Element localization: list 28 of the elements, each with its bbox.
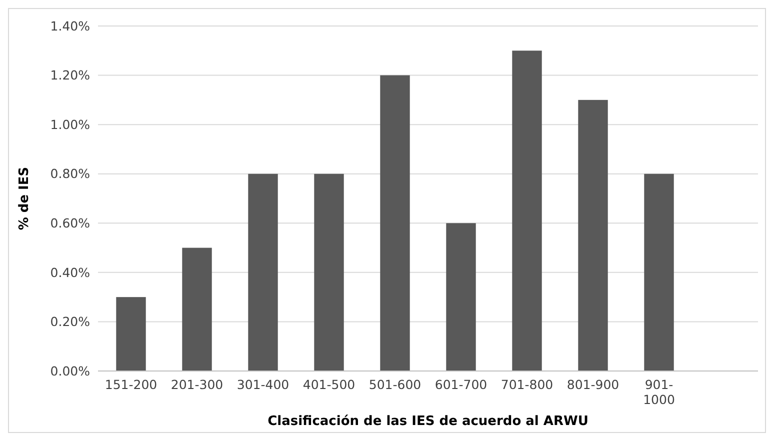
- x-tick-label: 901-1000: [643, 377, 675, 407]
- bar: [380, 75, 410, 371]
- x-tick-label: 601-700: [434, 377, 488, 392]
- y-tick-label: 0.40%: [50, 264, 90, 280]
- y-tick-label: 1.00%: [50, 116, 90, 132]
- bar: [248, 174, 278, 371]
- bar: [116, 297, 146, 371]
- y-tick-label: 0.80%: [50, 166, 90, 182]
- x-tick-label: 201-300: [170, 377, 224, 392]
- x-axis-title: Clasificación de las IES de acuerdo al ARWU: [268, 414, 588, 429]
- x-tick-label: 701-800: [500, 377, 554, 392]
- x-tick-label: 501-600: [368, 377, 422, 392]
- bar: [644, 174, 674, 371]
- x-tick-label: 801-900: [566, 377, 620, 392]
- bar: [314, 174, 344, 371]
- bar: [512, 50, 542, 371]
- y-tick-label: 1.40%: [50, 18, 90, 34]
- y-tick-label: 1.20%: [50, 68, 90, 83]
- y-tick-label: 0.00%: [50, 363, 90, 378]
- y-tick-label: 0.20%: [50, 314, 90, 330]
- y-axis-title: % de IES: [17, 166, 32, 230]
- x-tick-label: 301-400: [236, 377, 290, 392]
- bar: [182, 248, 212, 371]
- y-tick-label: 0.60%: [50, 216, 90, 231]
- bar: [578, 100, 608, 371]
- x-tick-label: 401-500: [302, 377, 356, 392]
- bar: [446, 223, 476, 371]
- x-tick-label: 151-200: [104, 377, 158, 392]
